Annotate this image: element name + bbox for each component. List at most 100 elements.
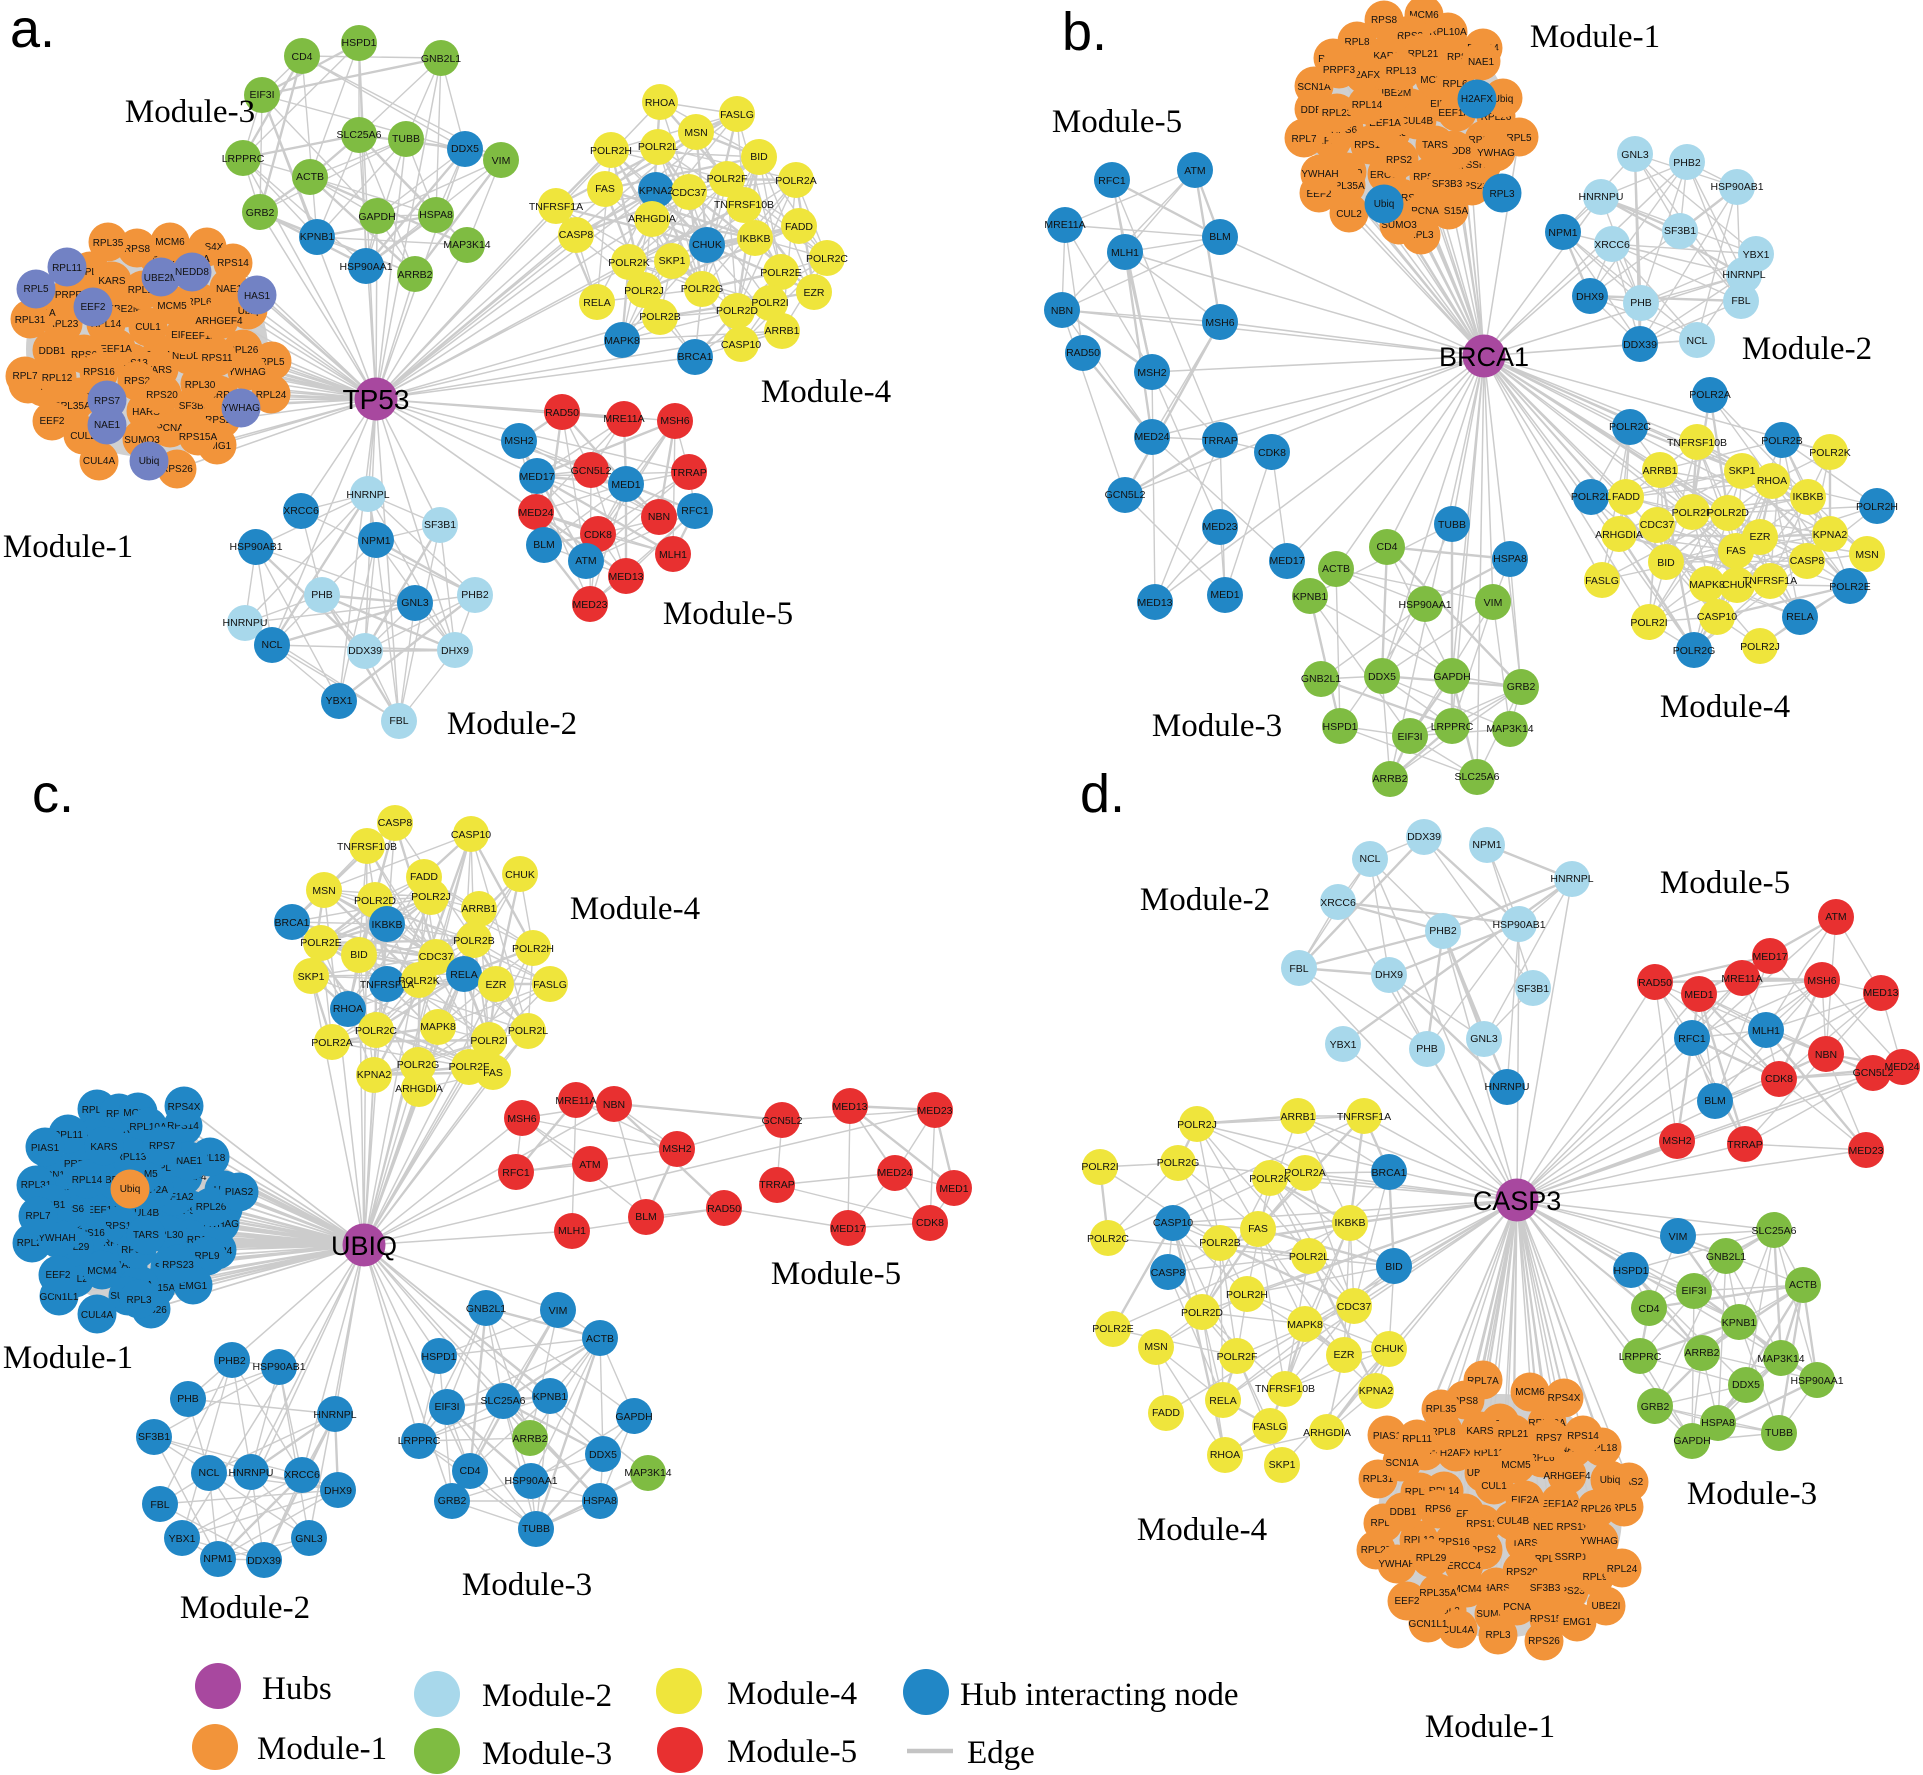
svg-text:SKP1: SKP1	[1729, 465, 1756, 477]
svg-text:CUL4A: CUL4A	[1442, 1625, 1475, 1636]
svg-text:KPNB1: KPNB1	[533, 1391, 568, 1403]
svg-text:RPS3: RPS3	[1397, 31, 1424, 42]
svg-text:ATM: ATM	[1825, 911, 1846, 923]
svg-text:Hubs: Hubs	[262, 1671, 332, 1707]
svg-text:CDC37: CDC37	[672, 187, 707, 199]
svg-text:BID: BID	[350, 949, 368, 961]
svg-text:LRPPRC: LRPPRC	[1431, 721, 1474, 733]
svg-text:SLC25A6: SLC25A6	[1455, 771, 1500, 783]
svg-text:Ubiq: Ubiq	[1600, 1475, 1621, 1486]
svg-text:RPS2: RPS2	[124, 376, 151, 387]
svg-text:NEDD8: NEDD8	[1437, 146, 1471, 157]
svg-text:Module-1: Module-1	[3, 1340, 133, 1376]
svg-text:DDX39: DDX39	[1623, 339, 1657, 351]
svg-text:MED23: MED23	[917, 1105, 952, 1117]
svg-text:POLR2F: POLR2F	[1672, 507, 1713, 519]
svg-text:ARRB1: ARRB1	[1280, 1111, 1315, 1123]
svg-text:Module-4: Module-4	[1137, 1512, 1267, 1548]
svg-text:CHUK: CHUK	[1374, 1343, 1404, 1355]
svg-text:MCM6: MCM6	[1515, 1387, 1545, 1398]
svg-text:Module-2: Module-2	[180, 1590, 310, 1626]
svg-text:GCN1L1: GCN1L1	[1409, 1619, 1448, 1630]
svg-text:PHB: PHB	[177, 1393, 199, 1405]
svg-text:RPL6: RPL6	[186, 297, 211, 308]
svg-text:RPS6: RPS6	[58, 1204, 85, 1215]
svg-text:CDC37: CDC37	[1337, 1301, 1372, 1313]
svg-text:POLR2A: POLR2A	[1689, 389, 1730, 401]
svg-text:b.: b.	[1062, 2, 1107, 62]
svg-text:RPL9: RPL9	[194, 1251, 219, 1262]
svg-text:Module-2: Module-2	[482, 1678, 612, 1714]
svg-text:PCNA: PCNA	[1411, 206, 1439, 217]
svg-text:NEDD8: NEDD8	[175, 267, 209, 278]
svg-text:GCN5L2: GCN5L2	[571, 465, 612, 477]
svg-text:CASP10: CASP10	[451, 829, 491, 841]
svg-text:SSRP1: SSRP1	[203, 390, 236, 401]
svg-text:POLR2D: POLR2D	[1707, 507, 1749, 519]
svg-text:MCM4: MCM4	[87, 1266, 117, 1277]
svg-text:XRCC6: XRCC6	[284, 1469, 320, 1481]
svg-text:GAPDH: GAPDH	[1673, 1435, 1710, 1447]
svg-text:PRPF3: PRPF3	[1323, 65, 1356, 76]
svg-text:RPS6: RPS6	[71, 350, 98, 361]
svg-text:GAPDH: GAPDH	[615, 1411, 652, 1423]
svg-text:POLR2B: POLR2B	[453, 935, 494, 947]
svg-text:UBE2M: UBE2M	[107, 304, 141, 315]
svg-text:PHB: PHB	[1630, 297, 1652, 309]
svg-text:ARHGDIA: ARHGDIA	[1595, 529, 1643, 541]
svg-text:YWHAG: YWHAG	[222, 403, 260, 414]
svg-text:RAD50: RAD50	[707, 1203, 741, 1215]
svg-text:BLM: BLM	[635, 1211, 657, 1223]
svg-text:DDX39: DDX39	[348, 645, 382, 657]
svg-text:SCN1A: SCN1A	[1385, 1458, 1419, 1469]
svg-text:YBX1: YBX1	[326, 695, 353, 707]
svg-text:MED1: MED1	[1684, 989, 1713, 1001]
svg-text:HNRNPL: HNRNPL	[313, 1409, 356, 1421]
svg-text:KPNA2: KPNA2	[1813, 529, 1848, 541]
svg-text:MED24: MED24	[1884, 1061, 1919, 1073]
svg-text:ACTB: ACTB	[1322, 563, 1350, 575]
svg-text:FASLG: FASLG	[1253, 1421, 1287, 1433]
svg-text:Module-4: Module-4	[761, 374, 891, 410]
svg-text:EEF1A2: EEF1A2	[1541, 1499, 1579, 1510]
svg-text:SLC25A6: SLC25A6	[1752, 1225, 1797, 1237]
svg-text:DDX5: DDX5	[1732, 1379, 1760, 1391]
svg-text:RPS15A: RPS15A	[1530, 1614, 1569, 1625]
svg-text:a.: a.	[10, 0, 55, 59]
svg-text:GCN5L2: GCN5L2	[1105, 489, 1146, 501]
svg-text:POLR2D: POLR2D	[716, 305, 758, 317]
svg-text:MRE11A: MRE11A	[1044, 219, 1085, 231]
svg-text:FAS: FAS	[1726, 545, 1746, 557]
svg-text:EIF2A: EIF2A	[140, 1185, 168, 1196]
svg-text:EIF2A: EIF2A	[1511, 1495, 1539, 1506]
svg-text:POLR2F: POLR2F	[707, 173, 748, 185]
svg-text:TNFRSF10B: TNFRSF10B	[337, 841, 397, 853]
svg-text:Module-1: Module-1	[1530, 19, 1660, 55]
svg-text:POLR2J: POLR2J	[1740, 641, 1780, 653]
svg-text:HARS: HARS	[1482, 1583, 1510, 1594]
svg-text:CDK8: CDK8	[1258, 447, 1286, 459]
svg-text:BLM: BLM	[1209, 231, 1231, 243]
svg-text:DDB1: DDB1	[1301, 105, 1328, 116]
svg-text:RPL35A: RPL35A	[53, 401, 91, 412]
svg-text:TNFRSF10B: TNFRSF10B	[1255, 1383, 1315, 1395]
svg-text:EZR: EZR	[1334, 1349, 1355, 1361]
svg-text:RPL12: RPL12	[42, 373, 73, 384]
svg-text:Ubiq: Ubiq	[120, 1184, 141, 1195]
svg-text:POLR2L: POLR2L	[508, 1025, 548, 1037]
svg-text:MSH2: MSH2	[1662, 1135, 1691, 1147]
svg-text:RPS6: RPS6	[1425, 1504, 1452, 1515]
svg-text:H2AFX: H2AFX	[1348, 70, 1381, 81]
svg-text:IKBKB: IKBKB	[1793, 491, 1824, 503]
svg-text:Module-2: Module-2	[1140, 882, 1270, 918]
svg-text:EEF2: EEF2	[1394, 1596, 1419, 1607]
svg-text:RPL10A: RPL10A	[129, 1122, 167, 1133]
svg-text:RPS7: RPS7	[94, 396, 121, 407]
svg-text:MAPK8: MAPK8	[604, 335, 640, 347]
svg-text:FBL: FBL	[1731, 295, 1750, 307]
svg-text:SF3B1: SF3B1	[424, 519, 456, 531]
svg-text:RPL7: RPL7	[1291, 134, 1316, 145]
svg-text:POLR2J: POLR2J	[411, 891, 451, 903]
svg-text:GNL3: GNL3	[1470, 1033, 1498, 1045]
svg-text:RPS14: RPS14	[167, 1121, 199, 1132]
